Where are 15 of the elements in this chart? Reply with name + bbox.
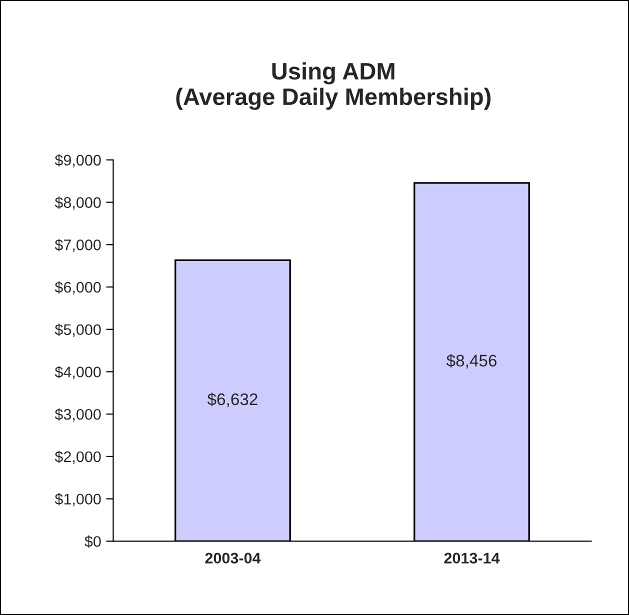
y-tick-label: $5,000 — [54, 324, 101, 337]
data-label: $6,632 — [207, 392, 258, 408]
x-tick-label: 2003-04 — [205, 552, 261, 564]
y-tick-label: $3,000 — [54, 408, 101, 422]
y-tick-label: $9,000 — [54, 154, 101, 168]
y-tick-label: $0 — [84, 535, 101, 548]
chart-title: Using ADM (Average Daily Membership) — [176, 62, 491, 110]
y-tick-label: $7,000 — [54, 238, 101, 252]
y-tick-label: $4,000 — [54, 366, 101, 380]
y-tick-label: $1,000 — [54, 493, 101, 506]
y-tick-label: $6,000 — [54, 281, 101, 294]
x-tick-label: 2013-14 — [444, 552, 500, 564]
y-tick-label: $2,000 — [54, 450, 101, 464]
y-tick-label: $8,000 — [54, 196, 101, 210]
data-label: $8,456 — [446, 354, 497, 369]
